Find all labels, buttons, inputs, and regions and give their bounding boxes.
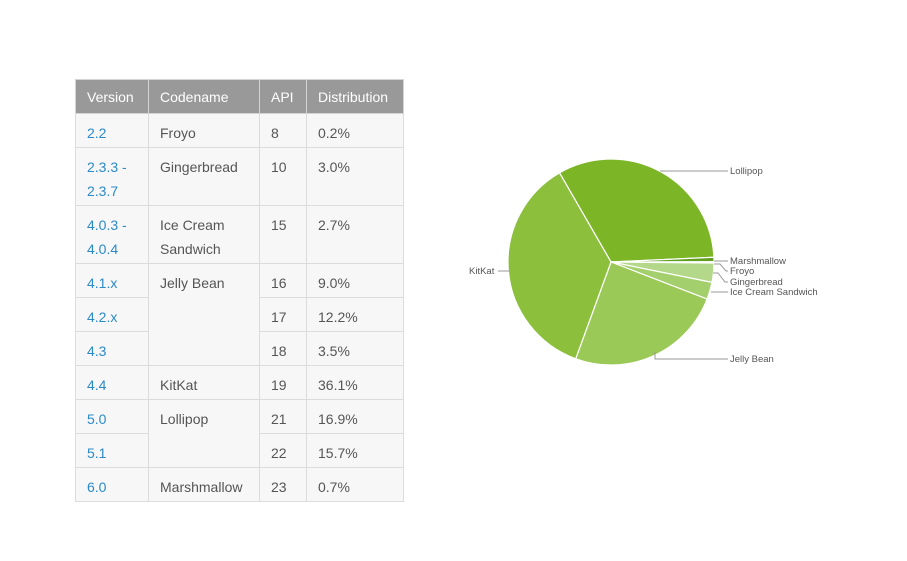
distribution-cell: 2.7%	[306, 205, 404, 264]
header-distribution: Distribution	[306, 79, 404, 114]
label-marshmallow: Marshmallow	[730, 256, 786, 267]
version-link[interactable]: 4.4	[75, 365, 149, 400]
distribution-cell: 0.7%	[306, 467, 404, 502]
version-link[interactable]: 2.2	[75, 113, 149, 148]
label-jelly-bean: Jelly Bean	[730, 354, 774, 365]
distribution-cell: 0.2%	[306, 113, 404, 148]
codename-cell: Lollipop	[148, 399, 260, 468]
version-line-1[interactable]: 2.3.3 -	[87, 159, 127, 175]
distribution-cell: 12.2%	[306, 297, 404, 332]
codename-cell: Jelly Bean	[148, 263, 260, 366]
pie-slice-lollipop	[558, 158, 715, 263]
api-cell: 17	[259, 297, 307, 332]
leader-gingerbread	[713, 272, 728, 283]
pie-leader-lines	[498, 170, 728, 360]
pie-labels: Lollipop Marshmallow Froyo Gingerbread I…	[469, 166, 818, 365]
label-gingerbread: Gingerbread	[730, 277, 783, 288]
pie-slices	[507, 158, 715, 366]
codename-cell: Marshmallow	[148, 467, 260, 502]
distribution-cell: 9.0%	[306, 263, 404, 298]
api-cell: 10	[259, 147, 307, 206]
api-cell: 19	[259, 365, 307, 400]
pie-slice-jelly-bean	[574, 261, 708, 366]
api-cell: 21	[259, 399, 307, 434]
api-cell: 23	[259, 467, 307, 502]
label-kitkat: KitKat	[469, 266, 495, 277]
api-cell: 15	[259, 205, 307, 264]
codename-line-2: Sandwich	[160, 241, 221, 257]
table-row: 5.1 22 15.7%	[75, 433, 404, 468]
label-froyo: Froyo	[730, 266, 754, 277]
version-link[interactable]: 5.1	[75, 433, 149, 468]
version-link[interactable]: 6.0	[75, 467, 149, 502]
codename-cell: Gingerbread	[148, 147, 260, 206]
distribution-table: Version Codename API Distribution 2.2 Fr…	[75, 79, 404, 502]
version-line-2[interactable]: 2.3.7	[87, 183, 119, 199]
codename-cell: Ice Cream Sandwich	[148, 205, 260, 264]
distribution-cell: 15.7%	[306, 433, 404, 468]
api-cell: 8	[259, 113, 307, 148]
codename-cell: Froyo	[148, 113, 260, 148]
leader-jelly-bean	[654, 352, 728, 360]
label-ice-cream-sandwich: Ice Cream Sandwich	[730, 287, 818, 298]
codename-line-1: Ice Cream	[160, 217, 225, 233]
table-row: 4.4 KitKat 19 36.1%	[75, 365, 404, 400]
table-row: 4.1.x Jelly Bean 16 9.0%	[75, 263, 404, 366]
table-row: 6.0 Marshmallow 23 0.7%	[75, 467, 404, 502]
leader-froyo	[714, 263, 728, 272]
version-link[interactable]: 4.1.x	[75, 263, 149, 298]
version-link[interactable]: 4.3	[75, 331, 149, 366]
api-cell: 18	[259, 331, 307, 366]
table-row: 2.2 Froyo 8 0.2%	[75, 113, 404, 148]
table-row: 4.3 18 3.5%	[75, 331, 404, 366]
header-version: Version	[75, 79, 149, 114]
version-link[interactable]: 4.0.3 - 4.0.4	[75, 205, 149, 264]
table-row: 4.0.3 - 4.0.4 Ice Cream Sandwich 15 2.7%	[75, 205, 404, 264]
label-lollipop: Lollipop	[730, 166, 763, 177]
table-header-row: Version Codename API Distribution	[75, 79, 404, 114]
version-line-1[interactable]: 4.0.3 -	[87, 217, 127, 233]
version-line-2[interactable]: 4.0.4	[87, 241, 119, 257]
